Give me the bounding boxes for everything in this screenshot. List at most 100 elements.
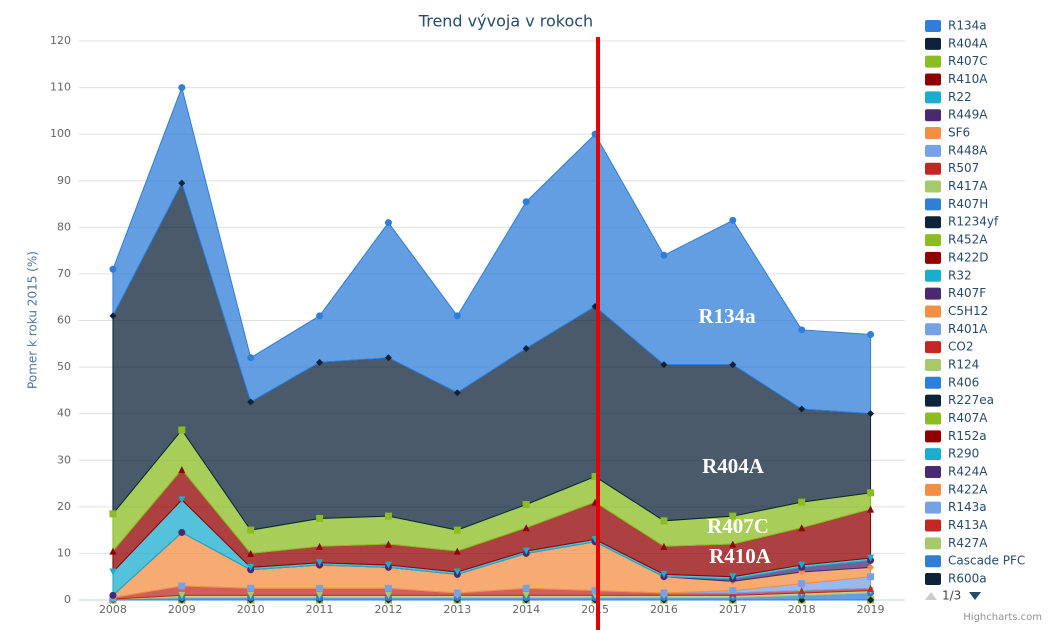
legend-label: R507 [948,161,979,175]
legend-label: R152a [948,429,987,443]
point-marker [384,591,392,599]
point-marker [109,510,117,518]
legend-label: R32 [948,268,972,282]
point-marker [660,542,668,550]
point-marker [316,312,324,320]
point-marker [247,398,255,406]
point-marker [247,549,255,557]
y-tick-label: 10 [57,546,71,559]
y-tick-label: 120 [50,34,71,47]
legend-symbol [925,109,941,122]
x-tick-label: 2009 [168,603,196,616]
legend-next[interactable] [969,592,981,600]
point-marker [660,570,668,578]
point-marker [109,591,117,599]
point-marker [384,584,392,592]
legend-label: R407H [948,197,988,211]
point-marker [316,358,324,366]
x-tick-label: 2015 [581,603,609,616]
point-marker [798,587,806,595]
legend-label: R401A [948,322,988,336]
point-marker [729,512,737,520]
point-marker [798,405,806,413]
x-tick-label: 2008 [99,603,127,616]
legend-symbol [925,55,941,68]
legend-label: R448A [948,143,988,157]
point-marker [729,540,737,548]
chart-title: Trend vývoja v rokoch [418,12,593,31]
point-marker [109,568,117,576]
legend-label: Cascade PFC [948,554,1025,568]
legend-label: R413A [948,518,988,532]
point-marker [798,326,806,334]
annotation: R134a [698,304,756,328]
legend-label: R449A [948,108,988,122]
point-marker [453,547,461,555]
legend-label: R410A [948,72,988,86]
y-tick-label: 70 [57,267,71,280]
legend-symbol [925,501,941,514]
legend-symbol [925,341,941,354]
legend-symbol [925,376,941,389]
credits[interactable]: Highcharts.com [963,612,1042,623]
x-tick-label: 2014 [512,603,540,616]
point-marker [453,312,461,320]
legend-symbol [925,251,941,264]
legend-symbol [925,394,941,407]
point-marker [453,389,461,397]
point-marker [178,496,186,504]
point-marker [522,524,530,532]
point-marker [178,466,186,474]
point-marker [316,559,324,567]
point-marker [178,591,186,599]
x-tick-label: 2017 [719,603,747,616]
point-marker [798,524,806,532]
x-tick-label: 2010 [237,603,265,616]
point-marker [660,251,668,259]
legend-symbol [925,519,941,532]
point-marker [316,591,324,599]
y-tick-label: 0 [64,593,71,606]
legend-symbol [925,37,941,50]
legend-label: R422A [948,482,988,496]
point-marker [453,568,461,576]
point-marker [522,501,530,509]
y-tick-label: 40 [57,407,71,420]
point-marker [453,526,461,534]
point-marker [729,573,737,581]
point-marker [729,361,737,369]
legend-symbol [925,269,941,282]
point-marker [316,514,324,522]
legend-symbol [925,20,941,32]
legend-label: R452A [948,233,988,247]
y-tick-label: 110 [50,81,71,94]
legend-prev[interactable] [925,592,937,600]
point-marker [109,547,117,555]
legend-symbol [925,483,941,496]
point-marker [798,580,806,588]
point-marker [660,361,668,369]
point-marker [178,179,186,187]
plot-area: 0 10 20 30 40 50 60 70 80 90 100 110 120 2008 2009 2010… [50,34,905,616]
legend-label: SF6 [948,126,970,140]
legend-label: R417A [948,179,988,193]
point-marker [247,584,255,592]
point-marker [384,219,392,227]
legend-symbol [925,91,941,104]
point-marker [384,540,392,548]
y-tick-label: 50 [57,360,71,373]
point-marker [729,587,737,595]
x-tick-label: 2012 [374,603,402,616]
legend-label: R290 [948,447,979,461]
point-marker [247,591,255,599]
point-marker [247,354,255,362]
point-marker [867,410,875,418]
legend-label: R22 [948,90,972,104]
legend-symbol [925,323,941,336]
point-marker [384,561,392,569]
legend-label: R1234yf [948,215,999,229]
legend-label: R407A [948,411,988,425]
point-marker [247,526,255,534]
legend-symbol [925,287,941,300]
